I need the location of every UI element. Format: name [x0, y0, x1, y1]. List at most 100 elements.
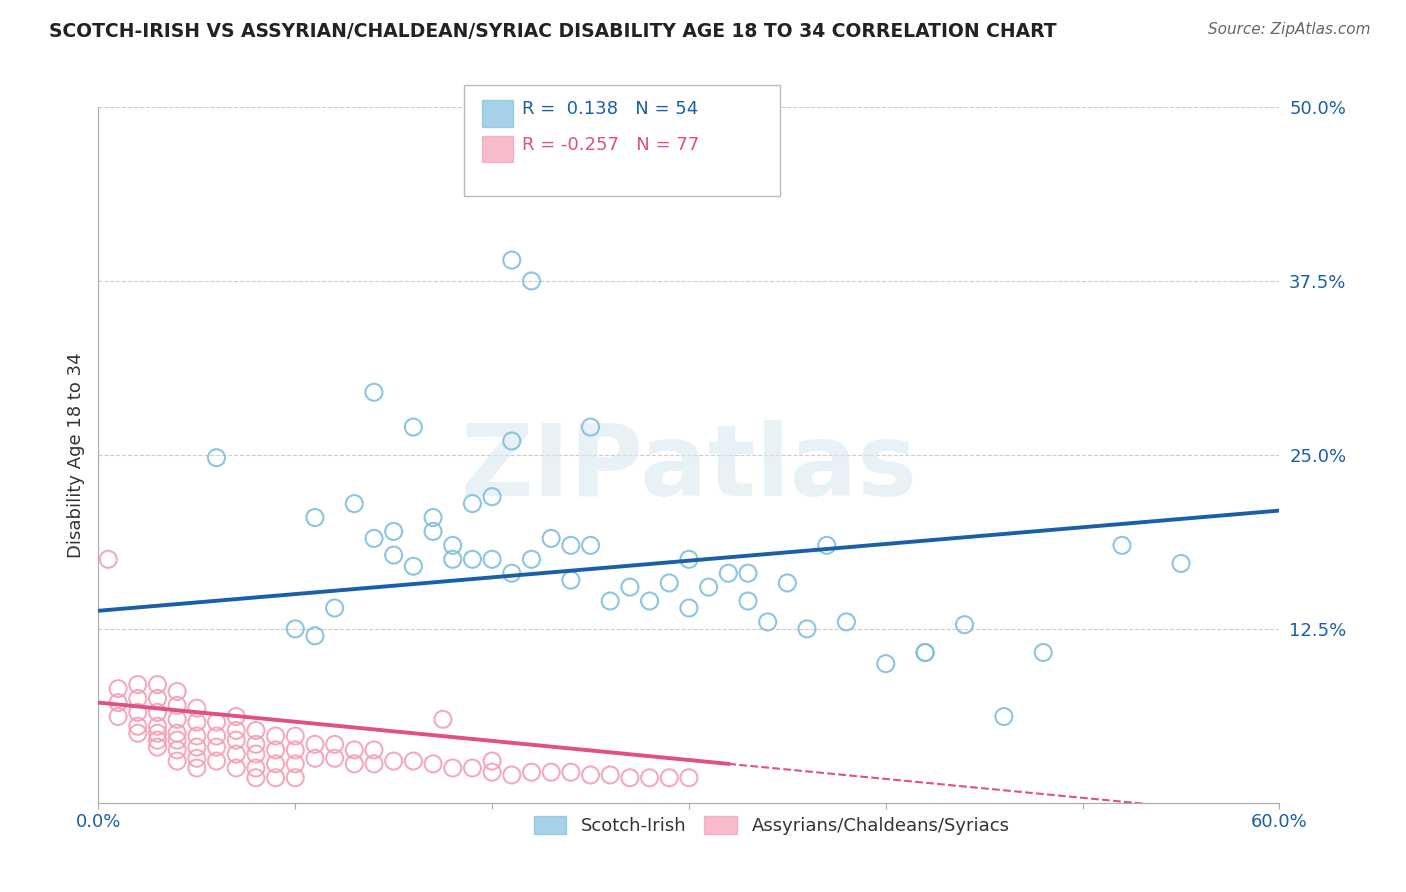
- Point: [658, 576, 681, 591]
- Point: [540, 532, 562, 546]
- Point: [363, 532, 385, 546]
- Point: [619, 580, 641, 594]
- Point: [264, 771, 287, 785]
- Point: [579, 538, 602, 552]
- Point: [166, 733, 188, 747]
- Point: [520, 274, 543, 288]
- Point: [284, 622, 307, 636]
- Point: [205, 450, 228, 465]
- Point: [835, 615, 858, 629]
- Point: [501, 566, 523, 581]
- Point: [127, 677, 149, 691]
- Point: [481, 754, 503, 768]
- Point: [205, 740, 228, 755]
- Point: [284, 771, 307, 785]
- Point: [127, 719, 149, 733]
- Point: [225, 723, 247, 738]
- Point: [382, 754, 405, 768]
- Point: [875, 657, 897, 671]
- Point: [205, 729, 228, 743]
- Point: [284, 743, 307, 757]
- Point: [422, 510, 444, 524]
- Point: [914, 646, 936, 660]
- Point: [441, 538, 464, 552]
- Point: [914, 646, 936, 660]
- Point: [638, 594, 661, 608]
- Text: SCOTCH-IRISH VS ASSYRIAN/CHALDEAN/SYRIAC DISABILITY AGE 18 TO 34 CORRELATION CHA: SCOTCH-IRISH VS ASSYRIAN/CHALDEAN/SYRIAC…: [49, 22, 1057, 41]
- Point: [186, 701, 208, 715]
- Point: [441, 552, 464, 566]
- Point: [225, 761, 247, 775]
- Point: [382, 548, 405, 562]
- Point: [560, 538, 582, 552]
- Point: [658, 771, 681, 785]
- Point: [402, 559, 425, 574]
- Point: [501, 768, 523, 782]
- Point: [678, 552, 700, 566]
- Text: R =  0.138   N = 54: R = 0.138 N = 54: [522, 100, 697, 118]
- Point: [432, 712, 454, 726]
- Point: [166, 712, 188, 726]
- Point: [146, 740, 169, 755]
- Point: [1111, 538, 1133, 552]
- Point: [245, 747, 267, 761]
- Point: [1032, 646, 1054, 660]
- Point: [560, 573, 582, 587]
- Point: [284, 756, 307, 771]
- Point: [363, 743, 385, 757]
- Point: [993, 709, 1015, 723]
- Y-axis label: Disability Age 18 to 34: Disability Age 18 to 34: [66, 352, 84, 558]
- Point: [166, 726, 188, 740]
- Point: [481, 552, 503, 566]
- Point: [304, 751, 326, 765]
- Text: R = -0.257   N = 77: R = -0.257 N = 77: [522, 136, 699, 153]
- Point: [560, 765, 582, 780]
- Point: [481, 490, 503, 504]
- Point: [146, 706, 169, 720]
- Point: [304, 737, 326, 751]
- Point: [579, 420, 602, 434]
- Point: [186, 715, 208, 730]
- Point: [461, 497, 484, 511]
- Point: [697, 580, 720, 594]
- Point: [501, 434, 523, 448]
- Point: [382, 524, 405, 539]
- Point: [245, 771, 267, 785]
- Point: [323, 751, 346, 765]
- Point: [146, 726, 169, 740]
- Point: [127, 706, 149, 720]
- Point: [245, 761, 267, 775]
- Point: [461, 552, 484, 566]
- Legend: Scotch-Irish, Assyrians/Chaldeans/Syriacs: Scotch-Irish, Assyrians/Chaldeans/Syriac…: [527, 809, 1017, 842]
- Point: [363, 756, 385, 771]
- Point: [186, 740, 208, 755]
- Point: [678, 771, 700, 785]
- Point: [146, 719, 169, 733]
- Point: [166, 684, 188, 698]
- Point: [619, 771, 641, 785]
- Point: [186, 761, 208, 775]
- Point: [166, 754, 188, 768]
- Point: [481, 765, 503, 780]
- Point: [166, 743, 188, 757]
- Point: [264, 729, 287, 743]
- Point: [1170, 557, 1192, 571]
- Point: [146, 691, 169, 706]
- Point: [304, 510, 326, 524]
- Point: [501, 253, 523, 268]
- Point: [107, 709, 129, 723]
- Point: [343, 497, 366, 511]
- Point: [205, 754, 228, 768]
- Point: [402, 754, 425, 768]
- Point: [481, 162, 503, 177]
- Point: [343, 743, 366, 757]
- Point: [323, 601, 346, 615]
- Point: [520, 552, 543, 566]
- Point: [323, 737, 346, 751]
- Point: [520, 765, 543, 780]
- Point: [953, 617, 976, 632]
- Point: [343, 756, 366, 771]
- Point: [245, 737, 267, 751]
- Point: [717, 566, 740, 581]
- Point: [97, 552, 120, 566]
